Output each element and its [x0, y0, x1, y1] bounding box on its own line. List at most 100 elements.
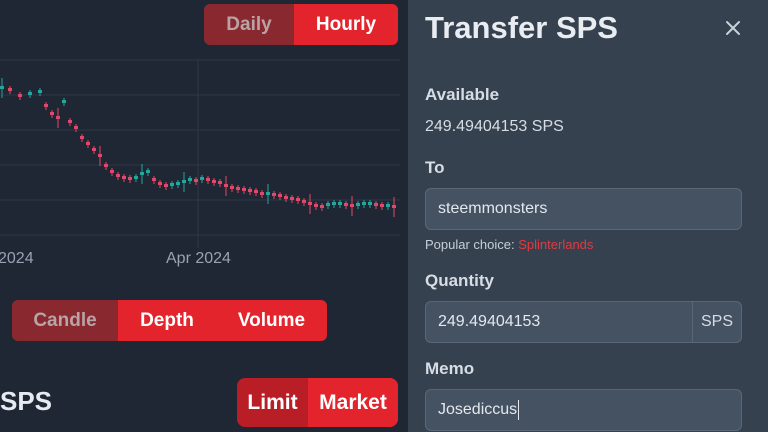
candle-body	[170, 183, 174, 186]
candle-body	[266, 192, 270, 195]
candle-body	[314, 204, 318, 207]
to-label: To	[425, 158, 445, 177]
candle-body	[236, 187, 240, 190]
memo-input[interactable]: Josediccus	[425, 389, 742, 431]
candle-body	[164, 184, 168, 187]
available-value: 249.49404153 SPS	[425, 118, 564, 135]
close-icon[interactable]	[722, 17, 744, 39]
transfer-panel: Transfer SPS Available 249.49404153 SPS …	[408, 0, 768, 432]
candle-body	[80, 136, 84, 139]
candle-body	[8, 88, 12, 91]
candle-body	[374, 203, 378, 206]
candle-body	[302, 200, 306, 203]
candle-body	[326, 203, 330, 206]
panel-title: Transfer SPS	[425, 10, 618, 45]
candle-body	[188, 178, 192, 181]
candle-body	[0, 86, 4, 89]
candle-body	[242, 188, 246, 191]
candle-body	[182, 180, 186, 183]
candle-body	[38, 90, 42, 93]
memo-label: Memo	[425, 359, 475, 378]
memo-input-value: Josediccus	[438, 401, 518, 418]
market-option[interactable]: Market	[308, 378, 398, 427]
hourly-option[interactable]: Hourly	[294, 4, 398, 45]
limit-option[interactable]: Limit	[237, 378, 308, 427]
candle-body	[212, 180, 216, 183]
candle-option[interactable]: Candle	[12, 300, 118, 341]
candle-body	[28, 92, 32, 95]
candle-body	[224, 184, 228, 187]
order-section-title: SPS	[0, 386, 53, 416]
splinterlands-link[interactable]: Splinterlands	[518, 237, 594, 252]
candle-body	[92, 148, 96, 151]
candle-body	[206, 178, 210, 181]
to-input[interactable]: steemmonsters	[425, 188, 742, 230]
chart-type-toggle: Candle Depth Volume	[12, 300, 327, 341]
candle-body	[122, 176, 126, 179]
x-tick-label: Apr 2024	[166, 250, 231, 267]
candle-body	[392, 205, 396, 208]
candle-body	[200, 177, 204, 180]
candle-body	[68, 120, 72, 123]
trading-area: Daily Hourly 2024 Apr 2024 Candle Depth …	[0, 4, 400, 427]
candle-body	[56, 116, 60, 119]
candle-body	[386, 204, 390, 207]
candle-body	[362, 202, 366, 205]
candle-body	[98, 154, 102, 157]
text-cursor	[518, 400, 520, 420]
candle-body	[152, 178, 156, 181]
candle-body	[350, 204, 354, 207]
candle-body	[50, 112, 54, 115]
candle-body	[308, 202, 312, 205]
candle-body	[290, 197, 294, 200]
available-label: Available	[425, 85, 500, 104]
timeframe-toggle: Daily Hourly	[204, 4, 398, 45]
candle-body	[18, 94, 22, 97]
volume-option[interactable]: Volume	[216, 300, 327, 341]
price-chart	[0, 58, 400, 248]
candle-body	[110, 170, 114, 173]
candle-body	[230, 186, 234, 189]
candle-body	[320, 205, 324, 208]
candle-body	[104, 164, 108, 167]
candle-body	[116, 174, 120, 177]
candle-body	[134, 176, 138, 179]
candle-body	[194, 179, 198, 182]
chart-grid	[0, 58, 400, 248]
candle-body	[62, 100, 66, 103]
candle-body	[218, 181, 222, 184]
order-type-toggle: Limit Market	[237, 378, 398, 427]
candle-body	[140, 172, 144, 175]
quantity-input[interactable]: 249.49404153 SPS	[425, 301, 742, 343]
candle-body	[344, 203, 348, 206]
candle-body	[368, 202, 372, 205]
candle-body	[74, 126, 78, 129]
x-tick-label: 2024	[0, 250, 34, 267]
to-input-value: steemmonsters	[438, 200, 548, 217]
candle-body	[254, 190, 258, 193]
candle-body	[296, 198, 300, 201]
candle-body	[380, 204, 384, 207]
candle-body	[338, 202, 342, 205]
quantity-input-value: 249.49404153	[438, 313, 541, 330]
candle-body	[128, 177, 132, 180]
candle-body	[260, 192, 264, 195]
candle-body	[272, 193, 276, 196]
popular-choice-prefix: Popular choice:	[425, 237, 515, 252]
candle-body	[248, 189, 252, 192]
quantity-unit: SPS	[692, 302, 741, 342]
quantity-label: Quantity	[425, 271, 494, 290]
candle-body	[86, 142, 90, 145]
candle-body	[278, 194, 282, 197]
candle-body	[146, 170, 150, 173]
depth-option[interactable]: Depth	[118, 300, 216, 341]
candle-body	[356, 203, 360, 206]
candle-body	[332, 202, 336, 205]
candle-body	[44, 104, 48, 107]
candle-body	[176, 182, 180, 185]
candlestick-series	[0, 78, 396, 217]
popular-choice-hint: Popular choice: Splinterlands	[425, 237, 593, 252]
daily-option[interactable]: Daily	[204, 4, 294, 45]
candle-body	[158, 182, 162, 185]
candle-body	[284, 196, 288, 199]
